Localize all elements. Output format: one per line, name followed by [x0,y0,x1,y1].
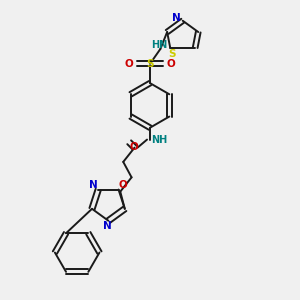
Text: O: O [167,59,175,69]
Text: S: S [168,49,176,58]
Text: S: S [146,59,154,69]
Text: HN: HN [151,40,167,50]
Text: N: N [89,180,98,190]
Text: O: O [130,142,138,152]
Text: O: O [118,180,127,190]
Text: N: N [103,221,111,231]
Text: O: O [125,59,134,69]
Text: N: N [172,13,181,23]
Text: NH: NH [151,135,167,145]
